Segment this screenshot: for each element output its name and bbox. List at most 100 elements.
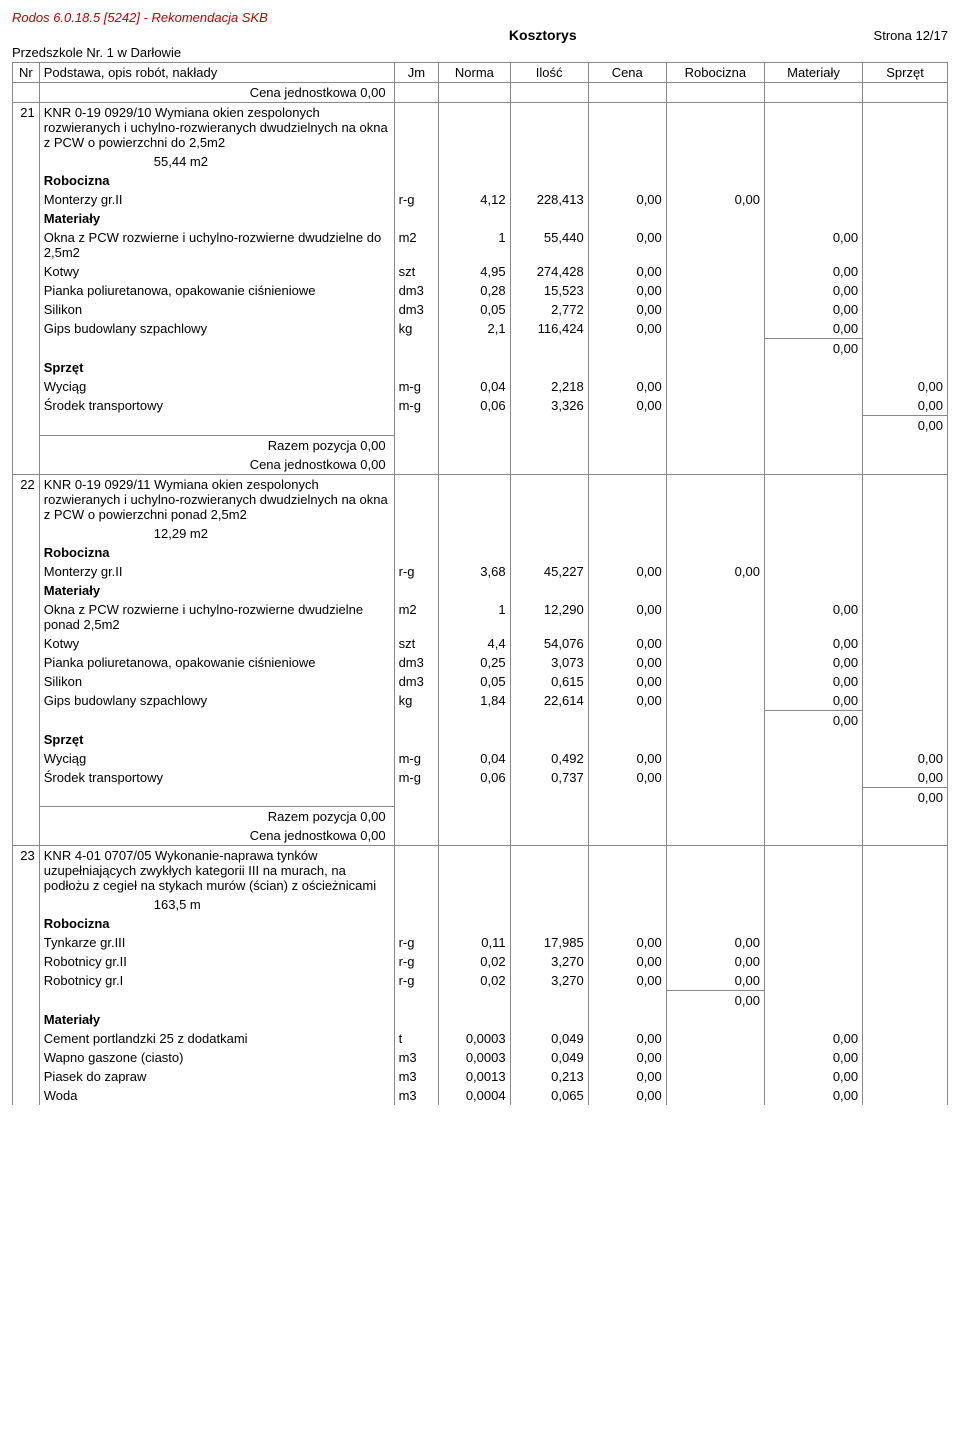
table-row: Cena jednostkowa 0,00	[13, 83, 948, 103]
cell-spr	[863, 228, 948, 262]
cell-spr	[863, 1010, 948, 1029]
cell-mat	[764, 895, 862, 914]
table-row: Pianka poliuretanowa, opakowanie ciśnien…	[13, 281, 948, 300]
cell-desc: Kotwy	[39, 634, 394, 653]
cell-nr	[13, 1010, 40, 1029]
cell-desc: Razem pozycja 0,00	[39, 435, 394, 455]
cell-norma: 0,06	[439, 768, 510, 788]
cell-norma	[439, 846, 510, 896]
cell-cena	[588, 826, 666, 846]
cell-mat	[764, 952, 862, 971]
col-desc: Podstawa, opis robót, nakłady	[39, 63, 394, 83]
cell-rob	[666, 600, 764, 634]
cell-nr	[13, 524, 40, 543]
cell-norma: 0,0004	[439, 1086, 510, 1105]
cell-nr	[13, 416, 40, 436]
cell-jm	[394, 339, 439, 359]
cell-mat	[764, 455, 862, 475]
cell-cena: 0,00	[588, 396, 666, 416]
cell-nr	[13, 319, 40, 339]
table-row: Wapno gaszone (ciasto)m30,00030,0490,000…	[13, 1048, 948, 1067]
cell-mat: 0,00	[764, 710, 862, 730]
cell-rob	[666, 416, 764, 436]
cell-norma	[439, 171, 510, 190]
cell-desc: Okna z PCW rozwierne i uchylno-rozwierne…	[39, 228, 394, 262]
cell-cena: 0,00	[588, 1048, 666, 1067]
table-row: 163,5 m	[13, 895, 948, 914]
cell-spr	[863, 952, 948, 971]
cell-cena	[588, 103, 666, 153]
cell-jm: m-g	[394, 377, 439, 396]
cell-rob	[666, 228, 764, 262]
cell-norma	[439, 209, 510, 228]
cell-ilosc: 0,615	[510, 672, 588, 691]
cell-jm	[394, 991, 439, 1011]
cell-jm: kg	[394, 691, 439, 711]
cell-ilosc: 0,049	[510, 1048, 588, 1067]
cell-cena	[588, 581, 666, 600]
cell-nr	[13, 209, 40, 228]
cell-rob	[666, 1048, 764, 1067]
cell-nr	[13, 991, 40, 1011]
cell-norma	[439, 83, 510, 103]
cell-nr	[13, 377, 40, 396]
cell-ilosc	[510, 209, 588, 228]
table-row: Materiały	[13, 581, 948, 600]
cell-mat: 0,00	[764, 1086, 862, 1105]
cell-nr	[13, 228, 40, 262]
cell-ilosc	[510, 435, 588, 455]
cell-nr	[13, 300, 40, 319]
cell-spr	[863, 895, 948, 914]
table-row: 23KNR 4-01 0707/05 Wykonanie-naprawa tyn…	[13, 846, 948, 896]
cell-cena: 0,00	[588, 377, 666, 396]
cell-mat	[764, 807, 862, 827]
cell-ilosc: 116,424	[510, 319, 588, 339]
cell-norma	[439, 710, 510, 730]
cell-ilosc: 17,985	[510, 933, 588, 952]
cell-rob	[666, 1086, 764, 1105]
cell-ilosc: 15,523	[510, 281, 588, 300]
cell-cena	[588, 83, 666, 103]
cell-desc: Gips budowlany szpachlowy	[39, 691, 394, 711]
cell-rob	[666, 474, 764, 524]
cell-mat: 0,00	[764, 319, 862, 339]
cell-mat	[764, 768, 862, 788]
cell-spr	[863, 300, 948, 319]
cell-spr	[863, 634, 948, 653]
cell-rob	[666, 209, 764, 228]
cell-desc: Silikon	[39, 300, 394, 319]
cell-mat	[764, 209, 862, 228]
table-row: 0,00	[13, 710, 948, 730]
document-title: Kosztorys	[212, 27, 874, 43]
cell-norma	[439, 455, 510, 475]
cell-rob	[666, 581, 764, 600]
cell-ilosc	[510, 416, 588, 436]
cell-nr	[13, 262, 40, 281]
cell-desc: KNR 0-19 0929/10 Wymiana okien zespolony…	[39, 103, 394, 153]
cell-desc: KNR 0-19 0929/11 Wymiana okien zespolony…	[39, 474, 394, 524]
cell-desc	[39, 787, 394, 807]
cell-cena	[588, 416, 666, 436]
cell-mat: 0,00	[764, 1048, 862, 1067]
cell-rob	[666, 787, 764, 807]
cell-norma: 0,04	[439, 749, 510, 768]
cell-rob	[666, 807, 764, 827]
cell-jm: szt	[394, 262, 439, 281]
cell-spr	[863, 562, 948, 581]
cell-norma: 4,4	[439, 634, 510, 653]
cell-jm: dm3	[394, 281, 439, 300]
cell-norma	[439, 358, 510, 377]
cell-nr	[13, 543, 40, 562]
cell-rob	[666, 358, 764, 377]
cell-rob: 0,00	[666, 971, 764, 991]
cell-rob	[666, 846, 764, 896]
cell-jm: m3	[394, 1086, 439, 1105]
cell-nr	[13, 435, 40, 455]
table-row: Kotwyszt4,95274,4280,000,00	[13, 262, 948, 281]
cell-desc: Tynkarze gr.III	[39, 933, 394, 952]
cell-cena: 0,00	[588, 319, 666, 339]
cell-rob	[666, 730, 764, 749]
cell-nr	[13, 634, 40, 653]
cell-ilosc	[510, 455, 588, 475]
cell-jm	[394, 787, 439, 807]
